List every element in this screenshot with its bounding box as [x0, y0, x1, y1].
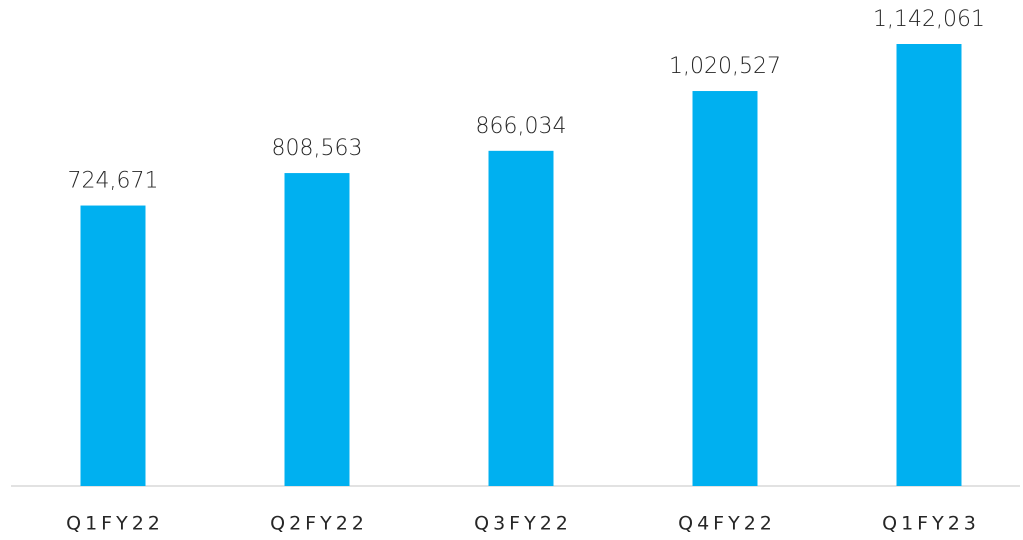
- bar: [488, 150, 554, 487]
- x-tick-label: Q2FY22: [270, 513, 368, 535]
- x-tick-label: Q1FY22: [66, 513, 164, 535]
- value-label: 1,020,527: [669, 54, 781, 79]
- x-tick-label: Q1FY23: [882, 513, 980, 535]
- x-tick-label: Q4FY22: [678, 513, 776, 535]
- x-tick-label: Q3FY22: [474, 513, 572, 535]
- value-label: 866,034: [476, 114, 567, 139]
- value-label: 1,142,061: [873, 7, 985, 32]
- bar: [284, 173, 350, 486]
- bar: [896, 43, 962, 487]
- value-label: 808,563: [272, 136, 363, 161]
- bar: [80, 205, 146, 487]
- bar: [692, 91, 758, 486]
- value-label: 724,671: [68, 169, 159, 194]
